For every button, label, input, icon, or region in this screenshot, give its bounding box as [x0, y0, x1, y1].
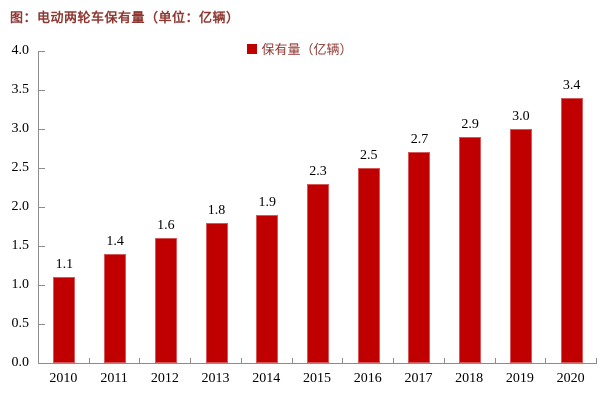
bar-value-label: 2.7 — [410, 132, 429, 148]
y-tick-mark — [39, 324, 45, 325]
bar-2011 — [104, 253, 127, 363]
x-tick-label: 2010 — [49, 371, 78, 386]
x-tick-mark — [88, 358, 90, 363]
bar-2014 — [256, 214, 279, 363]
bar-value-label: 1.1 — [55, 257, 74, 273]
y-tick-mark — [39, 207, 45, 208]
x-tick-label: 2015 — [302, 371, 331, 386]
x-tick-mark — [443, 358, 445, 363]
bar-value-label: 1.9 — [258, 194, 277, 210]
bar-value-label: 1.6 — [157, 218, 175, 234]
bar-value-label: 3.4 — [562, 77, 581, 93]
x-tick-mark — [494, 358, 496, 363]
legend-label: 保有量（亿辆） — [261, 42, 353, 57]
y-tick-mark — [39, 129, 45, 130]
x-tick-label: 2017 — [404, 371, 433, 386]
x-tick-mark — [342, 358, 344, 363]
x-tick-label: 2016 — [353, 371, 382, 386]
bar-2020 — [560, 97, 583, 363]
y-tick-label: 0.5 — [11, 316, 30, 331]
bar-value-label: 1.8 — [207, 202, 226, 218]
x-tick-mark — [190, 358, 192, 363]
bar-2018 — [459, 136, 482, 363]
x-tick-mark — [545, 358, 547, 363]
bar-value-label: 2.3 — [309, 163, 327, 179]
y-tick-mark — [39, 51, 45, 52]
x-tick-label: 2011 — [100, 371, 128, 386]
y-tick-label: 3.0 — [11, 121, 30, 136]
y-tick-mark — [39, 285, 45, 286]
x-tick-mark — [596, 358, 597, 363]
bar-value-label: 3.0 — [512, 109, 530, 124]
y-tick-label: 1.0 — [11, 277, 30, 292]
y-axis-labels: 0.0 0.5 1.0 1.5 2.0 2.5 3.0 3.5 4.0 — [0, 0, 30, 400]
x-tick-mark — [139, 358, 141, 363]
bar-value-label: 2.9 — [461, 116, 479, 132]
chart-title: 图：电动两轮车保有量（单位：亿辆） — [10, 10, 240, 25]
bar-2016 — [357, 168, 380, 363]
y-tick-label: 2.5 — [11, 160, 30, 175]
y-tick-mark — [39, 168, 45, 169]
y-tick-mark — [39, 90, 45, 91]
bar-2013 — [205, 222, 228, 363]
x-tick-label: 2020 — [556, 371, 585, 386]
bar-2017 — [408, 152, 431, 363]
x-tick-mark — [291, 358, 293, 363]
y-tick-label: 4.0 — [11, 43, 30, 58]
legend-swatch-icon — [247, 43, 258, 54]
y-tick-label: 1.5 — [11, 238, 30, 253]
plot-area: 1.1 1.4 1.6 1.8 1.9 2.3 2.5 2.7 2.9 3.0 3.4 — [38, 51, 597, 364]
x-tick-label: 2012 — [150, 371, 179, 386]
x-tick-label: 2013 — [201, 371, 230, 386]
x-tick-label: 2018 — [455, 371, 484, 386]
bar-value-label: 2.5 — [359, 148, 378, 163]
legend: 保有量（亿辆） — [0, 41, 600, 57]
bar-value-label: 1.4 — [106, 233, 124, 249]
bar-2010 — [53, 277, 76, 363]
x-tick-label: 2019 — [505, 371, 534, 386]
x-tick-mark — [393, 358, 395, 363]
y-tick-label: 2.0 — [11, 199, 30, 214]
bar-2015 — [307, 183, 329, 363]
bar-2012 — [154, 238, 177, 363]
y-tick-mark — [39, 246, 45, 247]
bar-2019 — [509, 129, 532, 363]
y-tick-label: 0.0 — [11, 355, 30, 370]
y-tick-label: 3.5 — [11, 82, 30, 97]
x-tick-label: 2014 — [252, 371, 281, 386]
x-tick-mark — [240, 358, 242, 363]
